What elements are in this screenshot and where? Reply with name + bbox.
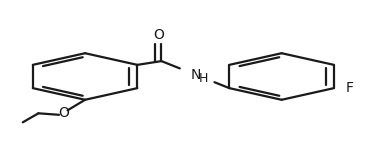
- Text: O: O: [58, 106, 69, 119]
- Text: N: N: [190, 68, 201, 82]
- Text: O: O: [153, 28, 164, 42]
- Text: F: F: [346, 81, 354, 95]
- Text: H: H: [198, 72, 208, 85]
